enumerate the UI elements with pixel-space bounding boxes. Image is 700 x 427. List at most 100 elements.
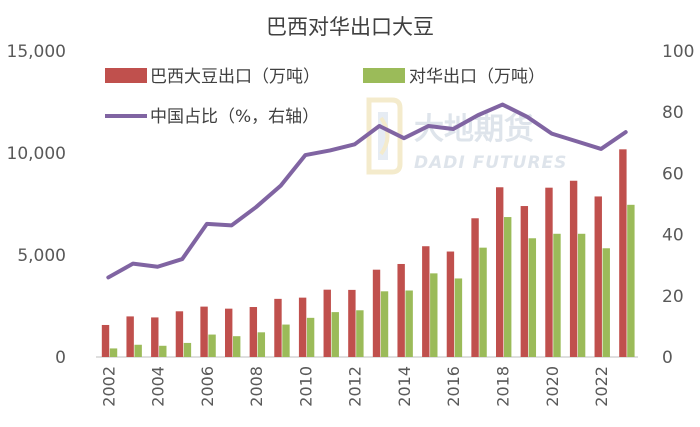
x-tick-label: 2006 bbox=[198, 366, 217, 407]
point-china-share bbox=[402, 137, 406, 140]
bar-brazil-exports bbox=[545, 187, 553, 357]
point-china-share bbox=[452, 127, 455, 131]
bars bbox=[101, 149, 635, 357]
bar-china-exports bbox=[282, 324, 290, 357]
bar-brazil-exports bbox=[446, 251, 455, 357]
bar-brazil-exports bbox=[200, 306, 208, 357]
legend-label-china-share: 中国占比（%，右轴） bbox=[150, 107, 319, 127]
left-tick-label: 0 bbox=[55, 348, 66, 368]
right-tick-label: 20 bbox=[662, 287, 684, 307]
bar-brazil-exports bbox=[594, 196, 602, 357]
left-axis-ticks: 0 5,000 10,000 15,000 bbox=[7, 42, 66, 368]
bar-brazil-exports bbox=[422, 246, 430, 357]
bar-china-exports bbox=[183, 342, 192, 357]
bar-china-exports bbox=[109, 348, 118, 357]
bar-brazil-exports bbox=[151, 317, 159, 357]
bar-brazil-exports bbox=[175, 311, 184, 357]
bar-brazil-exports bbox=[225, 308, 233, 357]
x-tick-label: 2010 bbox=[296, 366, 315, 407]
bar-brazil-exports bbox=[569, 180, 578, 357]
dadi-logo-icon bbox=[366, 97, 403, 175]
watermark-logo: 大地期货 DADI FUTURES bbox=[366, 97, 567, 175]
x-axis-ticks: 2002 2004 2006 2008 2010 2012 2014 2016 2018 2020… bbox=[99, 366, 611, 407]
point-china-share bbox=[525, 115, 529, 118]
point-china-share bbox=[353, 143, 356, 146]
x-tick-label: 2022 bbox=[592, 366, 611, 407]
bar-brazil-exports bbox=[397, 263, 405, 357]
point-china-share bbox=[328, 149, 332, 152]
watermark-en: DADI FUTURES bbox=[414, 153, 567, 173]
x-tick-label: 2018 bbox=[494, 366, 513, 407]
right-tick-label: 60 bbox=[662, 164, 684, 184]
bar-china-exports bbox=[479, 247, 487, 357]
point-china-share bbox=[304, 153, 307, 157]
bar-brazil-exports bbox=[619, 149, 627, 357]
bar-brazil-exports bbox=[101, 324, 110, 357]
bar-brazil-exports bbox=[274, 298, 282, 357]
x-tick-label: 2008 bbox=[247, 366, 266, 407]
bar-brazil-exports bbox=[249, 307, 258, 357]
bar-china-exports bbox=[208, 334, 216, 357]
bar-brazil-exports bbox=[520, 206, 529, 357]
left-tick-label: 10,000 bbox=[7, 144, 66, 164]
bar-china-exports bbox=[306, 317, 315, 357]
legend-swatch-brazil-exports bbox=[105, 68, 147, 83]
bar-brazil-exports bbox=[496, 187, 504, 357]
bar-china-exports bbox=[405, 290, 413, 357]
share-line-layer bbox=[106, 102, 628, 280]
bar-china-exports bbox=[430, 273, 438, 357]
bar-china-exports bbox=[159, 345, 167, 357]
legend-label-brazil-exports: 巴西大豆出口（万吨） bbox=[150, 67, 320, 87]
legend-swatch-china-exports bbox=[363, 68, 405, 83]
bar-china-exports bbox=[233, 336, 241, 357]
point-china-share bbox=[156, 265, 159, 268]
right-tick-label: 0 bbox=[662, 348, 673, 368]
line-china-share bbox=[106, 102, 628, 280]
bar-china-exports bbox=[257, 332, 266, 357]
right-tick-label: 80 bbox=[662, 103, 684, 123]
point-china-share bbox=[476, 114, 480, 117]
bar-china-exports bbox=[577, 233, 586, 357]
bar-china-exports bbox=[331, 312, 339, 357]
x-tick-label: 2014 bbox=[395, 366, 414, 407]
bar-brazil-exports bbox=[323, 289, 331, 357]
bar-china-exports bbox=[380, 291, 389, 357]
left-tick-label: 15,000 bbox=[7, 42, 66, 62]
bar-brazil-exports bbox=[126, 316, 134, 357]
point-china-share bbox=[550, 132, 553, 135]
bar-china-exports bbox=[553, 233, 561, 357]
point-china-share bbox=[254, 205, 258, 209]
point-china-share bbox=[575, 140, 578, 143]
point-china-share bbox=[599, 147, 603, 151]
bar-china-exports bbox=[528, 238, 537, 357]
x-tick-label: 2004 bbox=[149, 366, 168, 407]
left-tick-label: 5,000 bbox=[17, 246, 66, 266]
bar-brazil-exports bbox=[348, 289, 356, 357]
x-tick-label: 2012 bbox=[346, 366, 365, 407]
point-china-share bbox=[205, 222, 209, 226]
bar-china-exports bbox=[627, 204, 635, 357]
point-china-share bbox=[131, 262, 135, 265]
point-china-share bbox=[624, 130, 627, 134]
bar-china-exports bbox=[504, 217, 512, 357]
point-china-share bbox=[427, 124, 430, 128]
x-tick-label: 2002 bbox=[99, 366, 118, 407]
point-china-share bbox=[181, 257, 184, 261]
legend-label-china-exports: 对华出口（万吨） bbox=[409, 67, 545, 87]
point-china-share bbox=[279, 184, 282, 187]
right-tick-label: 40 bbox=[662, 226, 684, 246]
bar-china-exports bbox=[356, 310, 364, 357]
right-tick-label: 100 bbox=[662, 42, 694, 62]
bar-china-exports bbox=[454, 278, 463, 357]
point-china-share bbox=[107, 276, 110, 279]
bar-china-exports bbox=[602, 248, 610, 357]
x-tick-label: 2020 bbox=[543, 366, 562, 407]
bar-brazil-exports bbox=[471, 218, 479, 357]
x-tick-label: 2016 bbox=[444, 366, 463, 407]
bar-brazil-exports bbox=[372, 269, 381, 357]
point-china-share bbox=[230, 224, 233, 227]
point-china-share bbox=[501, 103, 504, 106]
right-axis-ticks: 0 20 40 60 80 100 bbox=[662, 42, 694, 368]
